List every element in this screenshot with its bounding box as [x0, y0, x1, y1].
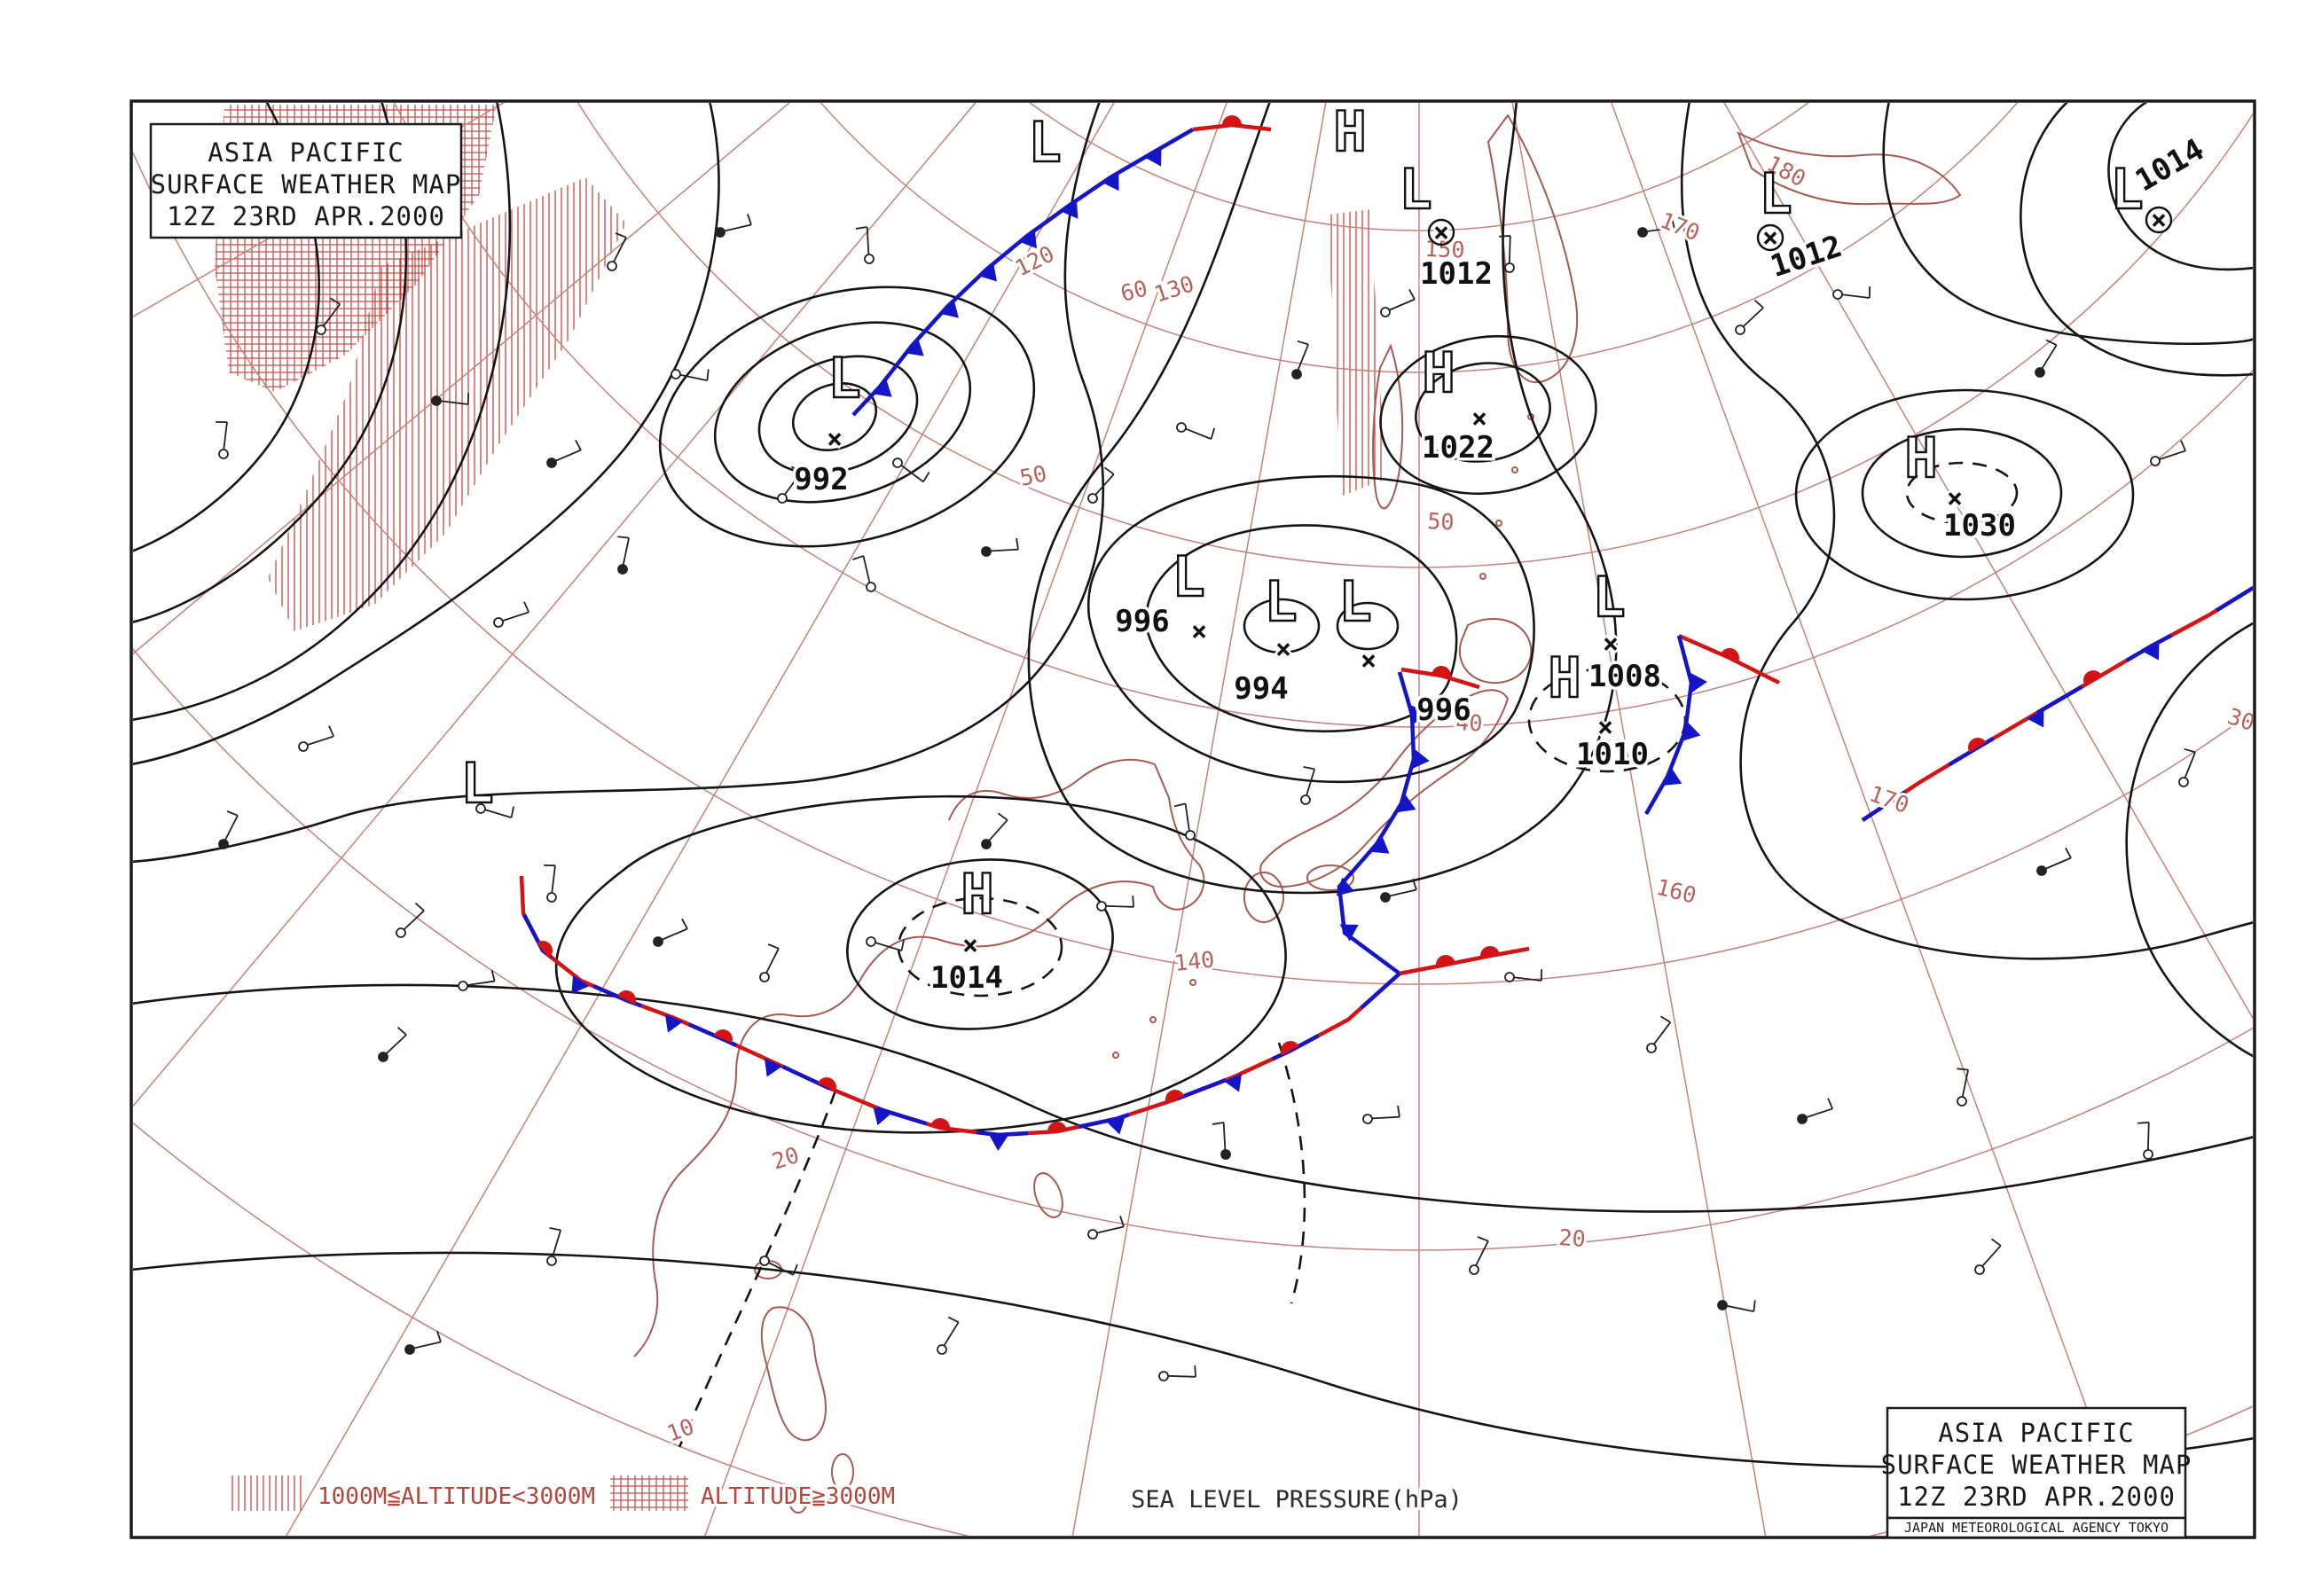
low-glyph: L: [1264, 569, 1297, 634]
low-glyph: L: [1759, 161, 1792, 226]
pressure-center-low-994: L × 994: [1231, 568, 1298, 710]
pressure-center-high-1022: H × 1022: [1419, 340, 1498, 469]
hatch-strip-kamchatka: [1328, 209, 1385, 497]
lat-label: 40: [1455, 709, 1484, 737]
low-glyph: L: [2110, 157, 2143, 222]
center-value: 996: [1115, 604, 1169, 639]
center-mark-icon: ×: [962, 930, 978, 961]
low-glyph: L: [1592, 565, 1625, 630]
legend-swatch-mid-altitude: [227, 1475, 305, 1511]
warm-front: [1192, 122, 1272, 132]
center-value: 1012: [1420, 256, 1493, 292]
center-value: 1030: [1943, 508, 2016, 544]
center-mark-icon: ×: [827, 424, 843, 455]
coastlines: [633, 113, 1962, 1514]
legend-swatch-high-altitude: [610, 1475, 688, 1511]
pressure-center-low-unlabeled-top: L: [1027, 109, 1063, 176]
low-glyph: L: [827, 346, 860, 411]
map-title-line-1: ASIA PACIFIC: [208, 137, 404, 168]
high-glyph: H: [1422, 340, 1455, 405]
low-glyph: L: [1338, 569, 1371, 634]
legend-label-high-altitude: ALTITUDE≧3000M: [701, 1483, 895, 1510]
title-box-top-left: ASIA PACIFIC SURFACE WEATHER MAP 12Z 23R…: [149, 122, 463, 239]
pressure-center-high-1030: H × 1030: [1903, 425, 2019, 547]
pressure-center-low-unlabeled-sw: L: [459, 750, 495, 817]
center-value: 994: [1234, 671, 1288, 707]
center-value: 992: [794, 462, 848, 497]
low-glyph: L: [1399, 157, 1431, 222]
center-mark-icon: ×: [1471, 403, 1487, 434]
high-glyph: H: [1333, 99, 1366, 164]
high-glyph: H: [961, 862, 993, 927]
map-title-line-3: 12Z 23RD APR.2000: [1897, 1482, 2176, 1512]
center-mark-icon: ×: [1361, 645, 1377, 677]
center-value: 1014: [930, 960, 1003, 996]
low-glyph: L: [1028, 110, 1061, 175]
center-mark-icon: ×: [2151, 205, 2167, 236]
lon-label: 150: [1424, 236, 1465, 263]
map-title-line-3: 12Z 23RD APR.2000: [167, 201, 445, 231]
high-glyph: H: [1548, 645, 1580, 710]
pressure-center-low-996-east: L × 996: [1337, 568, 1474, 732]
lat-label: 20: [1558, 1224, 1587, 1252]
center-value: 1008: [1588, 659, 1661, 694]
pressure-center-high-unlabeled-top: H: [1332, 99, 1368, 165]
center-mark-icon: ×: [1191, 616, 1207, 647]
center-mark-icon: ×: [1762, 223, 1778, 254]
lat-label: 50: [1017, 460, 1048, 491]
pressure-center-high-1014: H × 1014: [928, 861, 1007, 999]
lon-label: 140: [1173, 946, 1216, 976]
high-glyph: H: [1904, 426, 1937, 490]
center-value: 1010: [1576, 737, 1649, 772]
map-title-line-1: ASIA PACIFIC: [1938, 1418, 2135, 1448]
center-mark-icon: ×: [1597, 712, 1613, 743]
center-mark-icon: ×: [1603, 629, 1619, 660]
title-box-bottom-right: ASIA PACIFIC SURFACE WEATHER MAP 12Z 23R…: [1881, 1406, 2192, 1539]
pressure-center-high-1010: H × 1010: [1547, 645, 1651, 776]
center-mark-icon: ×: [1947, 483, 1963, 514]
legend: 1000M≦ALTITUDE<3000M ALTITUDE≧3000M SEA …: [227, 1475, 1465, 1516]
pressure-center-low-992: L × 992: [791, 345, 862, 501]
lat-label: 50: [1427, 508, 1455, 536]
center-mark-icon: ×: [1275, 634, 1291, 665]
pressure-center-low-996-west: L × 996: [1112, 544, 1210, 650]
fronts: [519, 115, 2253, 1151]
center-value: 996: [1416, 692, 1471, 728]
center-mark-icon: ×: [1433, 217, 1449, 248]
center-ring: [1756, 223, 1784, 252]
center-ring: [2145, 206, 2173, 234]
agency-credit: JAPAN METEOROLOGICAL AGENCY TOKYO: [1904, 1520, 2169, 1536]
sea-level-pressure-caption: SEA LEVEL PRESSURE(hPa): [1131, 1486, 1463, 1514]
map-title-line-2: SURFACE WEATHER MAP: [151, 169, 462, 200]
center-ring: [1427, 218, 1455, 246]
center-value: 1022: [1422, 430, 1494, 466]
low-glyph: L: [1172, 544, 1204, 609]
map-title-line-2: SURFACE WEATHER MAP: [1881, 1450, 2192, 1480]
pressure-center-low-1008: L × 1008: [1586, 564, 1665, 698]
low-glyph: L: [460, 751, 493, 816]
hatch-region-mid: [268, 177, 626, 631]
legend-label-mid-altitude: 1000M≦ALTITUDE<3000M: [318, 1483, 595, 1510]
pressure-center-low-1012: L × 1012: [1398, 156, 1495, 295]
